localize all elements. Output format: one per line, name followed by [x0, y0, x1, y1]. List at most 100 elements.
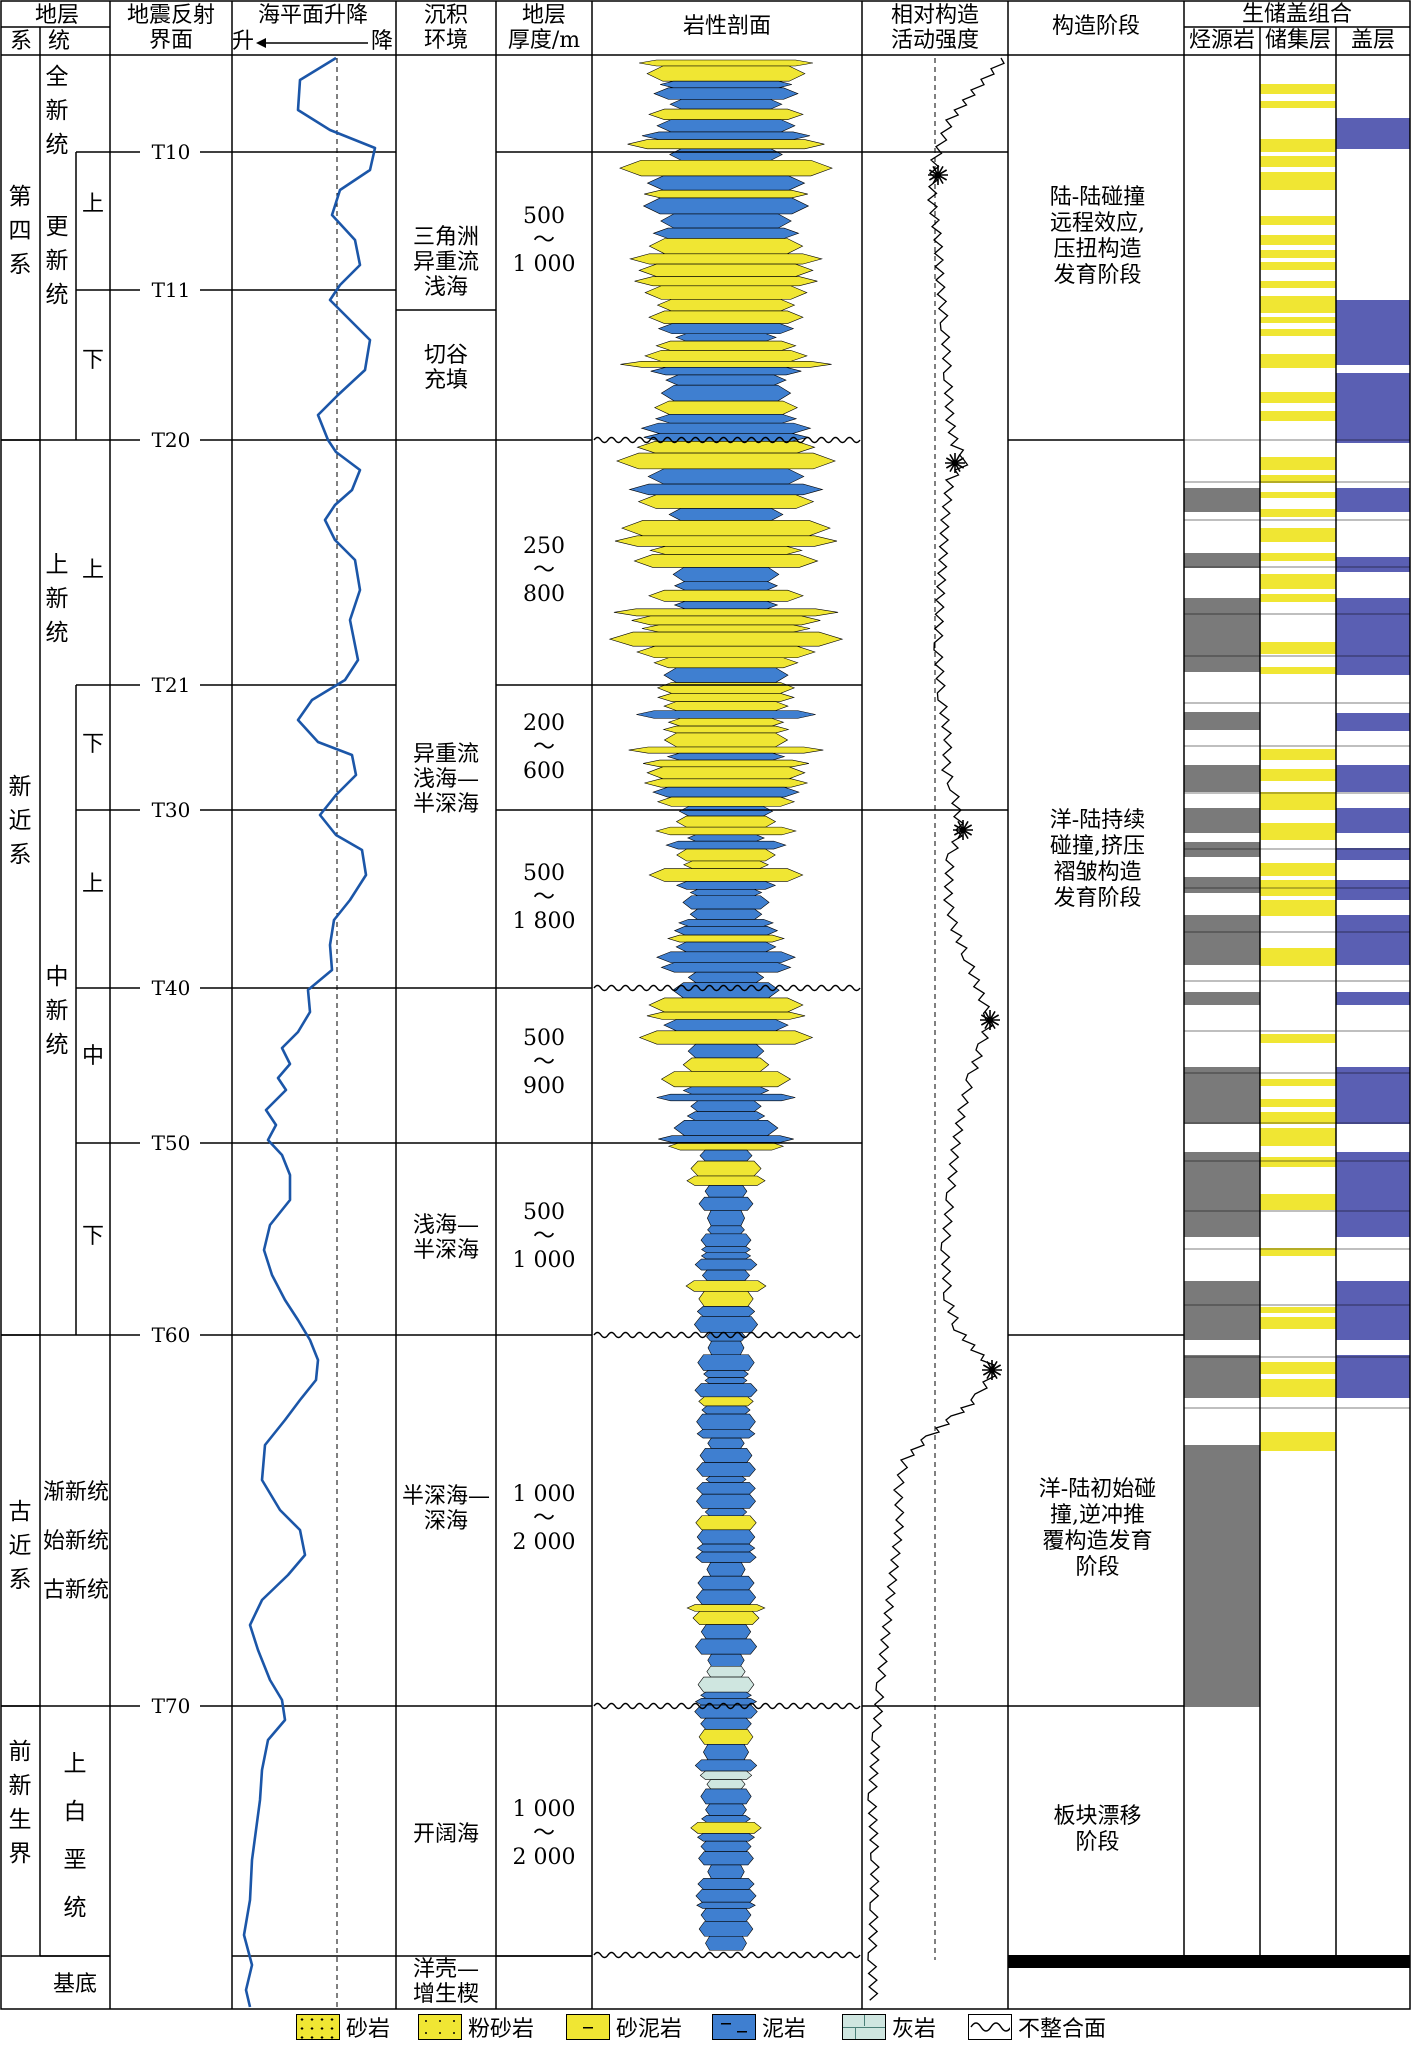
lithology-mud-layer — [696, 1482, 756, 1495]
thickness-upper-miocene: 500 ～ 1 800 — [498, 862, 590, 934]
lithology-sand-layer — [698, 1291, 754, 1307]
thickness-lower-pliocene-sep: ～ — [532, 735, 555, 760]
lithology-sand-layer — [614, 535, 838, 547]
reservoir-block — [1260, 250, 1336, 258]
env-oceanic-line2: 增生楔 — [412, 1982, 479, 2007]
lithology-mud-layer — [628, 483, 824, 496]
lithology-sand-layer — [641, 624, 811, 633]
sealevel-arrow-head-icon — [256, 38, 266, 48]
lithology-sand-layer — [698, 1396, 754, 1407]
lithology-mud-layer — [654, 413, 798, 424]
reservoir-block — [1260, 553, 1336, 561]
lithology-sand-layer — [646, 65, 806, 82]
lithology-sand-layer — [690, 1160, 762, 1177]
env-delta-line3: 浅海 — [423, 275, 468, 300]
lithology-mud-layer — [699, 1448, 753, 1463]
lithology-mud-layer — [642, 197, 810, 215]
env-delta-line1: 三角洲 — [412, 225, 479, 250]
reservoir-block — [1260, 329, 1336, 336]
system-quaternary: 第四系 — [8, 184, 32, 278]
stage-s2-line4: 发育阶段 — [1053, 886, 1142, 911]
lithology-mud-layer — [694, 1638, 758, 1655]
source-rock-block — [1184, 1445, 1260, 1707]
lithology-mud-layer — [675, 333, 777, 342]
source-rock-block — [1184, 598, 1260, 672]
cap-rock-block — [1336, 992, 1410, 1005]
lithology-mud-layer — [706, 1562, 746, 1577]
reservoir-block — [1260, 139, 1336, 152]
lithology-mud-layer — [653, 87, 799, 100]
lithology-mud-layer — [657, 323, 795, 335]
legend-sandstone-swatch — [296, 2014, 340, 2040]
thickness-upper-miocene-min: 500 — [523, 861, 565, 886]
reservoir-block — [1260, 392, 1336, 403]
tectonic-burst-icon — [982, 1360, 1002, 1380]
lithology-mud-layer — [672, 567, 780, 582]
lithology-mud-layer — [705, 1475, 747, 1483]
lithology-mud-layer — [641, 131, 811, 140]
header-tectonic-line1: 相对构造 — [890, 3, 979, 28]
lithology-sand-layer — [620, 361, 832, 368]
lithology-mud-layer — [656, 1093, 796, 1102]
thickness-quaternary-sep: ～ — [532, 228, 555, 253]
source-rock-block — [1184, 1067, 1260, 1124]
legend-sandy-mudstone: 砂泥岩 — [566, 2013, 682, 2042]
source-rock-block — [1184, 1355, 1260, 1398]
reservoir-block — [1260, 457, 1336, 470]
lithology-mud-layer — [669, 99, 783, 110]
reservoir-block — [1260, 101, 1336, 108]
unconformity-line — [593, 436, 861, 444]
lithology-sand-layer — [653, 657, 799, 669]
thickness-upper-pliocene-min: 250 — [523, 534, 565, 559]
horizon-label-T20: T20 — [152, 428, 191, 452]
lithology-mud-layer — [705, 1935, 747, 1951]
lithology-mud-layer — [696, 1543, 756, 1553]
env-shallow-line2: 半深海 — [412, 1238, 479, 1263]
legend-siltstone: 粉砂岩 — [418, 2013, 534, 2042]
lithology-sand-layer — [649, 546, 803, 555]
legend-unconformity-label: 不整合面 — [1018, 2017, 1107, 2042]
lithology-mud-layer — [707, 1653, 745, 1667]
lithology-sand-layer — [627, 139, 825, 150]
lithology-mud-layer — [694, 1759, 758, 1772]
reservoir-block — [1260, 1034, 1336, 1043]
lithology-mud-layer — [656, 951, 796, 963]
legend-mudstone-swatch — [712, 2014, 756, 2040]
lithology-mud-layer — [703, 1370, 749, 1378]
lithology-mud-layer — [646, 175, 806, 191]
header-thickness-line1: 地层 — [521, 3, 566, 28]
thickness-lower-miocene-max: 1 000 — [512, 1248, 576, 1273]
reservoir-block — [1260, 172, 1336, 190]
lithology-mud-layer — [707, 1437, 745, 1449]
cap-rock-block — [1336, 1355, 1410, 1398]
lithology-sand-layer — [667, 934, 785, 943]
env-turbidity-line3: 半深海 — [412, 792, 479, 817]
horizon-label-T40: T40 — [152, 976, 191, 1000]
lithology-mud-layer — [675, 941, 777, 953]
thickness-cretaceous: 1 000 ～ 2 000 — [498, 1798, 590, 1870]
thickness-upper-pliocene-sep: ～ — [532, 558, 555, 583]
lithology-mud-layer — [701, 1269, 751, 1281]
reservoir-block — [1260, 262, 1336, 270]
system-prepaleo: 前新生界 — [8, 1739, 32, 1867]
lithology-mud-layer — [700, 1233, 752, 1247]
stage-ocean-continent-continued: 洋-陆持续 碰撞,挤压 褶皱构造 发育阶段 — [1010, 808, 1185, 912]
lithology-sand-layer — [695, 1515, 757, 1531]
thickness-lower-miocene-sep: ～ — [532, 1224, 555, 1249]
stage-s3-line1: 洋-陆初始碰 — [1038, 1477, 1157, 1502]
thickness-paleogene-max: 2 000 — [512, 1530, 576, 1555]
lithology-sand-layer — [656, 682, 796, 694]
lithology-mud-layer — [707, 1225, 745, 1235]
lithology-mud-layer — [696, 1413, 756, 1430]
source-rock-block — [1184, 553, 1260, 568]
thickness-paleogene-sep: ～ — [532, 1506, 555, 1531]
series-holocene: 全新统 — [45, 64, 69, 158]
header-rise: 升 — [232, 29, 255, 54]
source-rock-block — [1184, 808, 1260, 833]
lithology-mud-layer — [687, 971, 765, 983]
lithology-mud-layer — [698, 1851, 754, 1866]
reservoir-block — [1260, 749, 1336, 760]
env-oceanic-line1: 洋壳— — [412, 1957, 479, 1982]
lithology-mud-layer — [658, 1135, 794, 1143]
